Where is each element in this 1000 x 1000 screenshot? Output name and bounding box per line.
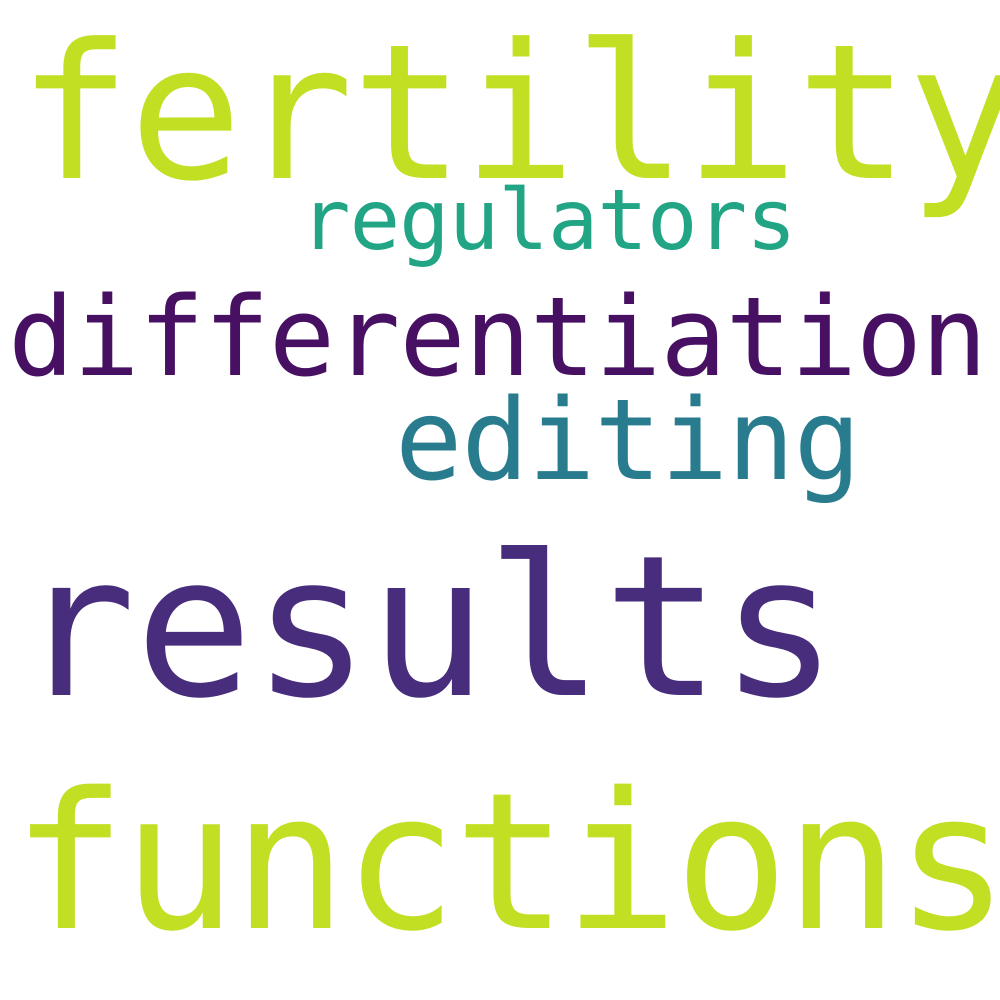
word-results: results (18, 514, 838, 742)
word-functions: functions (12, 752, 1000, 973)
word-editing: editing (395, 376, 861, 506)
word-fertility: fertility (18, 4, 1000, 223)
word-differentiation: differentiation (8, 273, 987, 401)
word-regulators: regulators (300, 171, 797, 269)
